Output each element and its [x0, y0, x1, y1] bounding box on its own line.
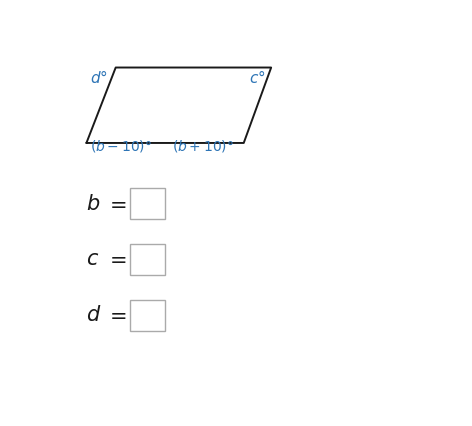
Text: $(b + 10)$°: $(b + 10)$° [172, 138, 234, 154]
Text: $c$°: $c$° [249, 69, 266, 86]
Text: $(b - 10)$°: $(b - 10)$° [90, 138, 152, 154]
Text: $b$: $b$ [86, 194, 101, 214]
Text: $=$: $=$ [105, 249, 126, 269]
Text: $c$: $c$ [86, 249, 100, 269]
Text: $=$: $=$ [105, 194, 126, 214]
Text: $d$: $d$ [86, 305, 102, 325]
Text: $d$°: $d$° [90, 69, 108, 86]
Bar [130, 244, 165, 275]
Bar [130, 188, 165, 219]
Bar [130, 299, 165, 331]
Text: $=$: $=$ [105, 305, 126, 325]
